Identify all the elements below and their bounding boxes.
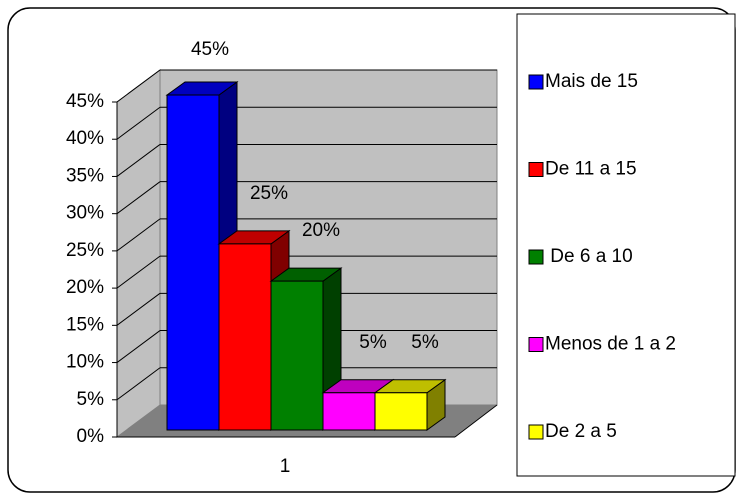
bar [166,94,220,431]
data-label: 45% [191,39,229,60]
legend-swatch [528,424,544,440]
bar [374,392,428,431]
y-tick-label: 0% [77,426,105,447]
y-tick-label: 15% [66,314,104,335]
grid-line [116,69,161,103]
legend-swatch [528,249,544,265]
legend-label: Menos de 1 a 2 [545,334,676,355]
y-tick-label: 30% [66,203,104,224]
legend-swatch [528,162,544,177]
legend-label: De 6 a 10 [545,246,633,267]
bar [218,243,272,431]
legend-label: De 11 a 15 [545,159,637,180]
y-tick-label: 25% [66,240,104,261]
y-tick-label: 35% [66,165,104,186]
legend-label: Mais de 15 [545,71,638,92]
legend-label: De 2 a 5 [545,421,617,442]
grid-line [116,330,161,363]
legend [516,13,736,477]
grid-line [116,292,161,326]
data-label: 20% [302,220,340,241]
grid-line [116,218,161,252]
data-label: 5% [359,332,387,353]
bar [270,280,324,431]
legend-swatch [528,337,544,352]
data-label: 25% [250,183,288,204]
grid-line [116,255,161,289]
x-tick-label: 1 [280,456,291,477]
side-wall [116,69,161,438]
y-tick-label: 45% [66,91,104,112]
grid-line [116,181,161,215]
y-tick-label: 20% [66,277,104,298]
y-tick-label: 40% [66,128,104,149]
grid-line [116,367,161,401]
bar [322,392,376,431]
y-tick-label: 10% [66,352,104,373]
y-tick-label: 5% [77,389,105,410]
legend-swatch [528,74,544,90]
grid-line [116,144,161,177]
data-label: 5% [411,332,439,353]
grid-line [116,106,161,140]
floor-edge [454,404,498,438]
